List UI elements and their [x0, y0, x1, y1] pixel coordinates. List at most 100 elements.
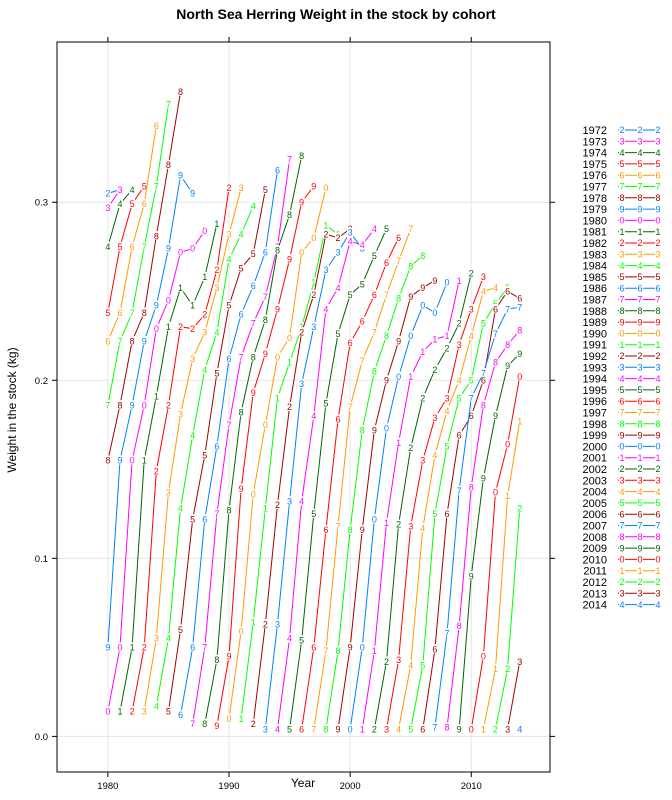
data-point: 8: [117, 400, 122, 410]
data-point: 6: [275, 165, 280, 175]
legend-label: 2012: [583, 577, 607, 589]
point-backdrop: [456, 393, 463, 403]
data-point: 4: [481, 286, 486, 296]
legend-symbol-backdrop: [619, 487, 625, 497]
data-point: 6: [505, 286, 510, 296]
legend-symbol: 2: [619, 125, 624, 135]
legend-symbol-backdrop: [619, 125, 625, 135]
point-backdrop: [407, 371, 414, 381]
point-backdrop: [310, 410, 317, 420]
data-point: 3: [481, 272, 486, 282]
legend-symbol-backdrop: [637, 487, 643, 497]
data-point: 0: [493, 488, 498, 498]
legend-symbol-backdrop: [655, 170, 661, 180]
point-backdrop: [383, 656, 390, 666]
legend-symbol: 5: [655, 272, 660, 282]
legend-symbol: 5: [655, 159, 660, 169]
point-backdrop: [492, 329, 499, 338]
legend-symbol-backdrop: [637, 453, 643, 463]
data-point: 9: [360, 525, 365, 535]
legend-symbol: 2: [655, 351, 660, 361]
legend-item-2008: 2008 8 8 8: [583, 532, 661, 544]
data-point: 9: [396, 336, 401, 346]
legend-symbol-backdrop: [619, 283, 625, 293]
point-backdrop: [310, 642, 317, 652]
data-point: 9: [226, 651, 231, 661]
legend-item-2012: 2012 2 2 2: [583, 577, 661, 589]
legend-symbol-backdrop: [655, 374, 661, 384]
point-backdrop: [141, 706, 148, 716]
legend-symbol: 0: [655, 329, 660, 339]
point-backdrop: [480, 724, 487, 734]
legend-symbol-backdrop: [655, 419, 661, 429]
data-point: 0: [142, 400, 147, 410]
point-backdrop: [335, 645, 342, 655]
data-point: 5: [214, 368, 219, 378]
point-backdrop: [153, 466, 160, 476]
point-backdrop: [504, 286, 511, 296]
point-backdrop: [383, 517, 390, 527]
legend-symbol: 3: [619, 250, 624, 260]
legend-symbol: 0: [619, 329, 624, 339]
legend-symbol-backdrop: [637, 306, 643, 316]
legend-symbol: 0: [619, 555, 624, 565]
point-backdrop: [444, 405, 451, 415]
data-point: 1: [323, 221, 328, 231]
legend-item-2002: 2002 2 2 2: [583, 464, 661, 476]
legend-item-1975: 1975 5 5 5: [583, 159, 661, 171]
legend-symbol-backdrop: [619, 249, 625, 259]
data-point: 0: [481, 651, 486, 661]
point-backdrop: [274, 619, 281, 629]
data-point: 4: [190, 431, 195, 441]
point-backdrop: [213, 508, 220, 518]
data-point: 7: [348, 402, 353, 412]
data-point: 5: [420, 660, 425, 670]
point-backdrop: [238, 407, 245, 417]
point-backdrop: [371, 425, 378, 435]
point-backdrop: [165, 159, 172, 169]
legend-symbol: 9: [637, 543, 642, 553]
x-tick-label: 2000: [340, 781, 361, 792]
point-backdrop: [335, 521, 342, 531]
data-point: 9: [505, 361, 510, 371]
legend-symbol-backdrop: [637, 588, 643, 598]
point-backdrop: [226, 300, 233, 310]
legend-symbol-backdrop: [637, 419, 643, 429]
point-backdrop: [238, 626, 245, 636]
data-point: 9: [166, 244, 171, 254]
data-point: 7: [166, 100, 171, 110]
data-point: 3: [214, 283, 219, 293]
data-point: 8: [372, 367, 377, 377]
point-backdrop: [407, 291, 414, 301]
legend-symbol: 9: [637, 430, 642, 440]
point-backdrop: [492, 304, 499, 314]
point-backdrop: [177, 86, 184, 96]
legend-symbol: 4: [637, 261, 642, 271]
legend-symbol: 8: [619, 419, 624, 429]
legend-symbol-backdrop: [655, 430, 661, 440]
data-point: 9: [214, 721, 219, 731]
data-point: 3: [323, 265, 328, 275]
legend-symbol-backdrop: [637, 204, 643, 214]
point-backdrop: [310, 508, 317, 518]
data-point: 7: [469, 393, 474, 403]
legend-symbol: 0: [655, 442, 660, 452]
legend-item-1986: 1986 6 6 6: [583, 283, 661, 295]
data-point: 4: [178, 504, 183, 514]
legend-symbol-backdrop: [637, 554, 643, 564]
point-backdrop: [201, 309, 208, 319]
point-backdrop: [444, 441, 451, 451]
data-point: 7: [190, 719, 195, 729]
point-backdrop: [238, 352, 245, 362]
point-backdrop: [431, 334, 438, 344]
data-point: 8: [408, 262, 413, 272]
point-backdrop: [359, 425, 366, 435]
point-backdrop: [480, 368, 487, 378]
legend-symbol: 9: [619, 430, 624, 440]
point-backdrop: [504, 724, 511, 734]
point-backdrop: [444, 508, 451, 518]
legend-symbol: 0: [619, 216, 624, 226]
legend-symbol: 8: [637, 306, 642, 316]
data-point: 7: [445, 628, 450, 638]
